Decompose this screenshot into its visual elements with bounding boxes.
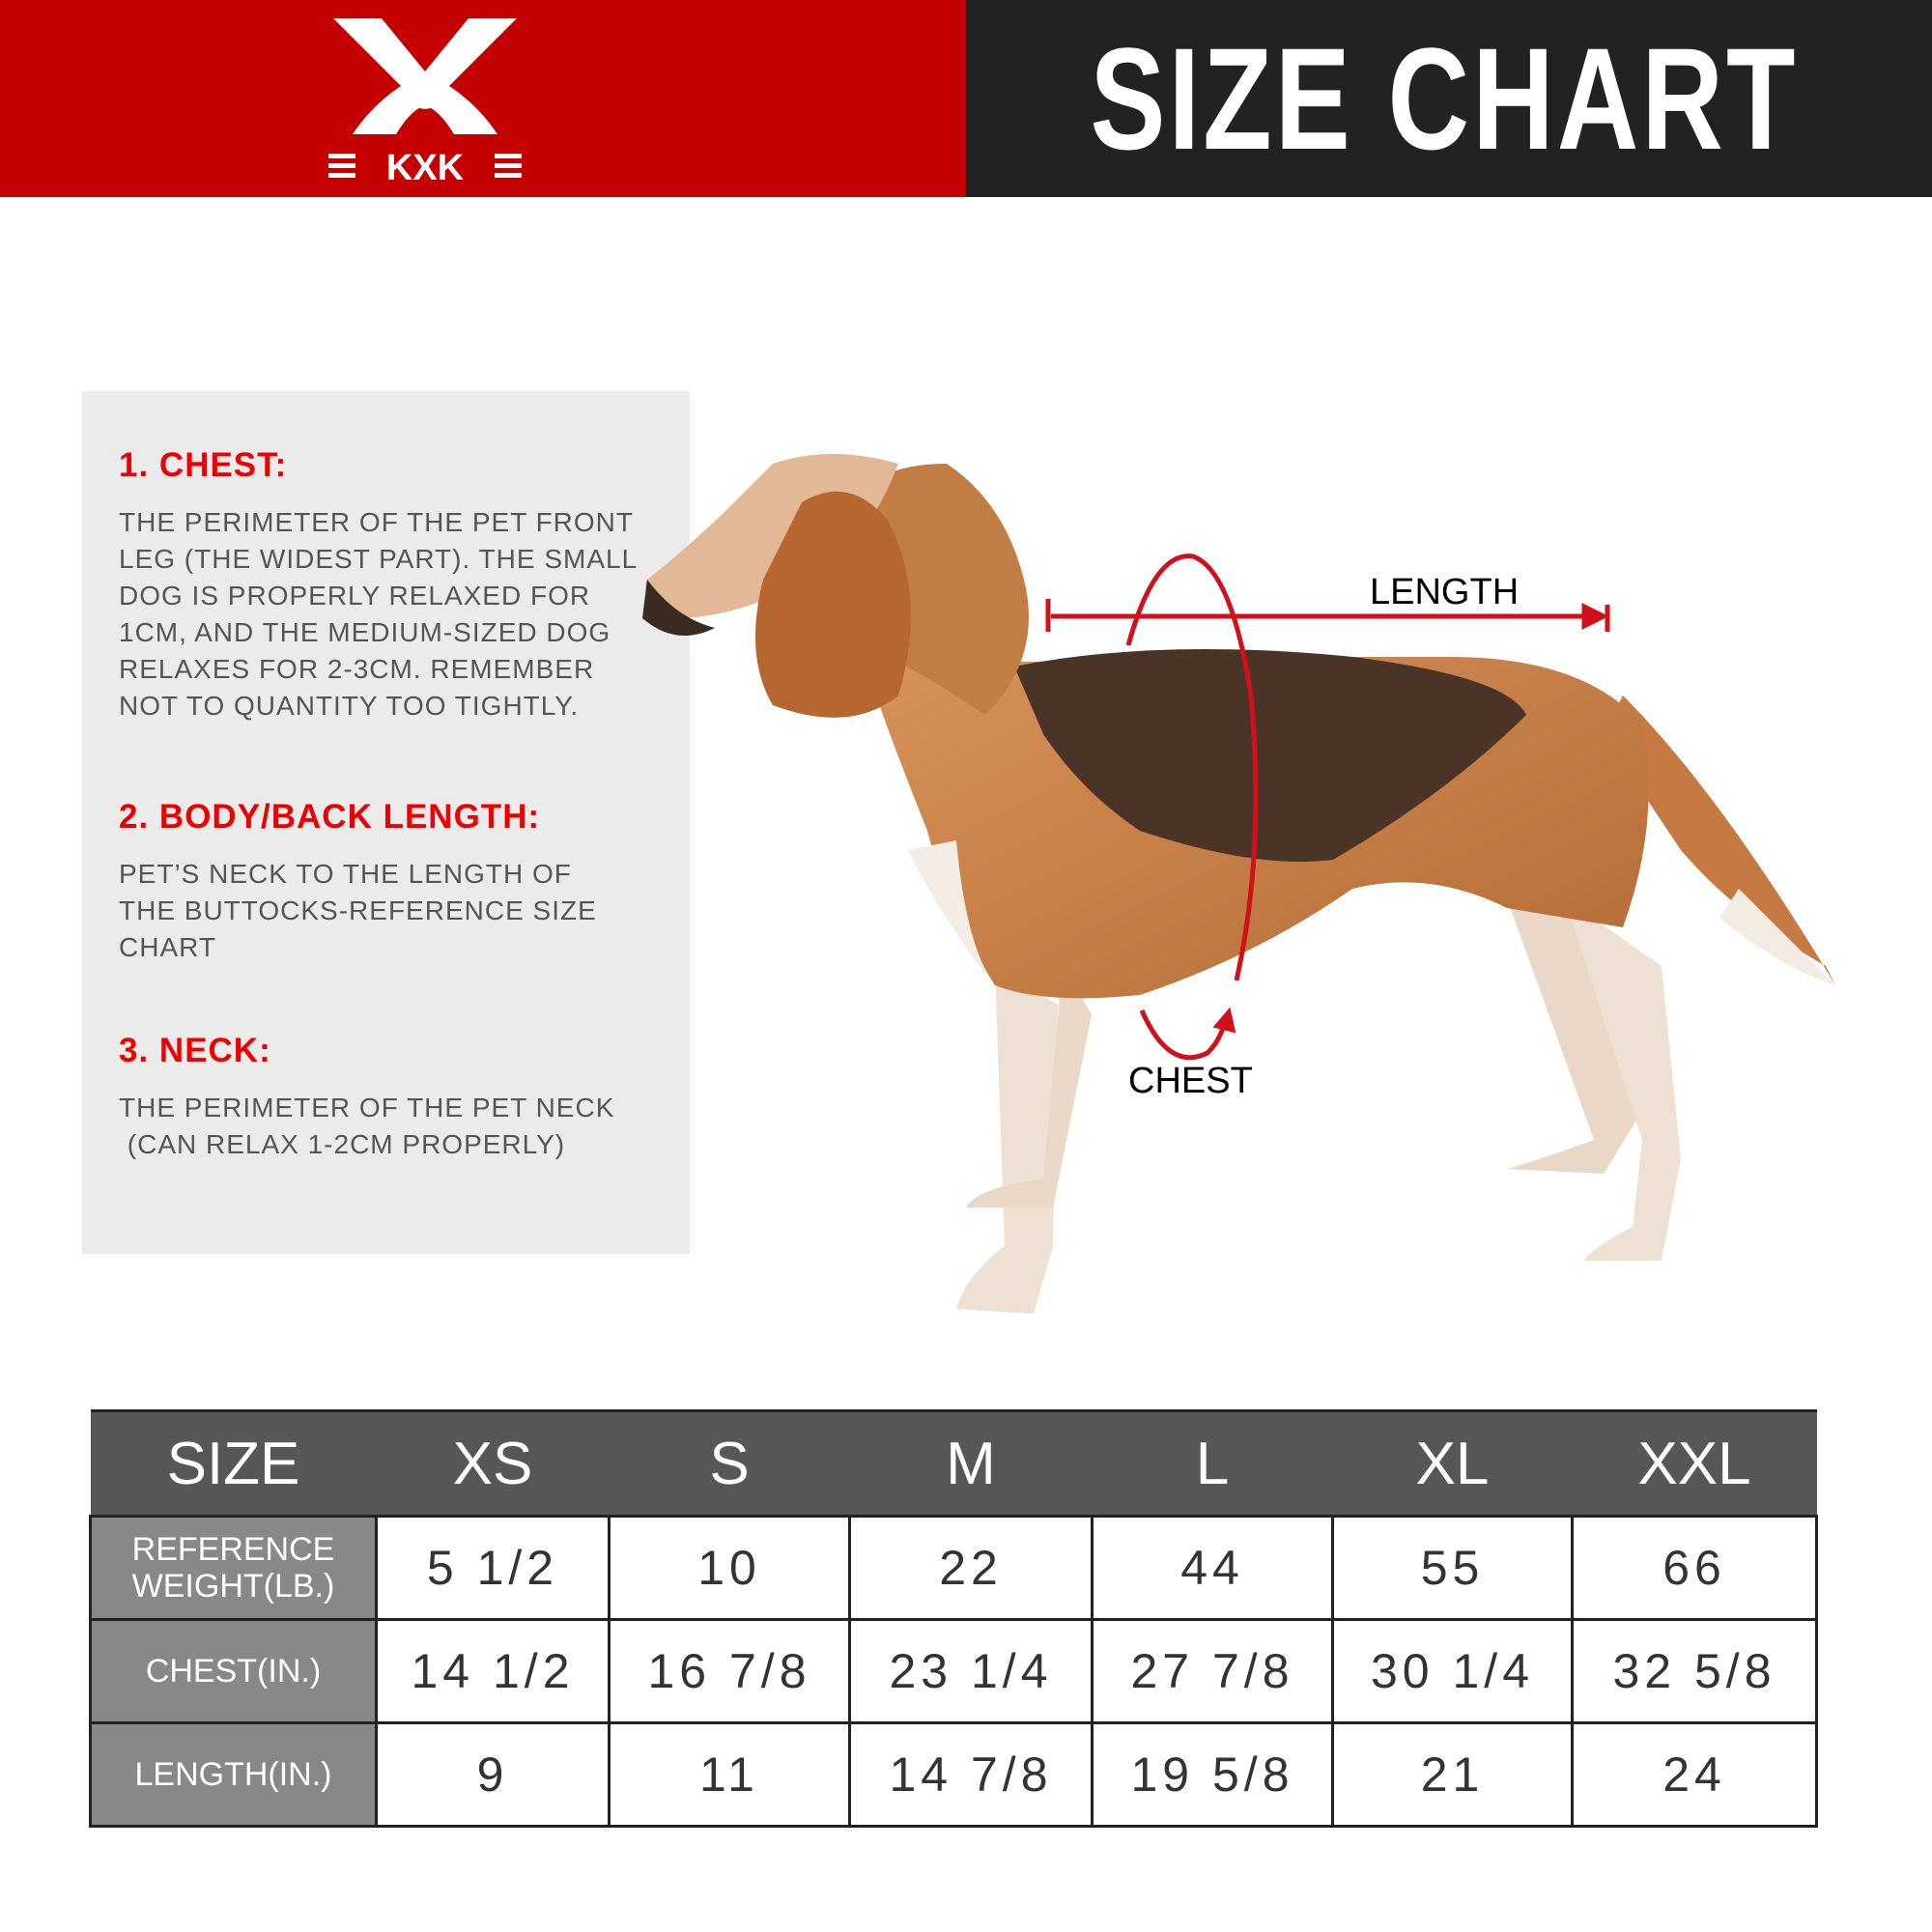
chest-label: CHEST xyxy=(1128,1061,1253,1101)
table-cell: 30 1/4 xyxy=(1331,1618,1574,1724)
page-title: SIZE CHART xyxy=(1090,17,1799,180)
kxk-logo: KXK xyxy=(328,18,522,187)
header-cell-m: M xyxy=(849,1409,1093,1518)
table-cell: 27 7/8 xyxy=(1091,1618,1334,1724)
header-cell-xxl: XXL xyxy=(1572,1409,1817,1518)
table-cell: 66 xyxy=(1571,1515,1818,1621)
length-arrow xyxy=(1045,599,1610,632)
svg-text:KXK: KXK xyxy=(386,148,465,187)
length-label: LENGTH xyxy=(1370,572,1520,612)
table-cell: 16 7/8 xyxy=(608,1618,851,1724)
table-cell: 14 7/8 xyxy=(848,1721,1094,1828)
length-heading: 2. BODY/BACK LENGTH: xyxy=(119,798,541,836)
table-cell: 44 xyxy=(1091,1515,1334,1621)
neck-heading: 3. NECK: xyxy=(119,1032,271,1069)
table-cell: 55 xyxy=(1331,1515,1574,1621)
table-cell: 22 xyxy=(848,1515,1094,1621)
table-cell: 21 xyxy=(1331,1721,1574,1828)
header-title-band xyxy=(966,0,1932,197)
row-label: REFERENCE WEIGHT(LB.) xyxy=(89,1515,378,1621)
table-header-row: SIZE XS S M L XL XXL xyxy=(90,1409,1817,1518)
row-label: CHEST(IN.) xyxy=(89,1618,378,1724)
table-cell: 9 xyxy=(375,1721,611,1828)
table-row: CHEST(IN.) 14 1/2 16 7/8 23 1/4 27 7/8 3… xyxy=(89,1618,1818,1724)
header-cell-l: L xyxy=(1092,1409,1333,1518)
header-cell-xs: XS xyxy=(376,1409,610,1518)
chest-description: THE PERIMETER OF THE PET FRONT LEG (THE W… xyxy=(119,507,639,721)
header-cell-xl: XL xyxy=(1332,1409,1573,1518)
table-cell: 10 xyxy=(608,1515,851,1621)
table-cell: 14 1/2 xyxy=(375,1618,611,1724)
table-cell: 24 xyxy=(1571,1721,1818,1828)
length-description: PET’S NECK TO THE LENGTH OF THE BUTTOCKS-… xyxy=(119,859,597,962)
table-cell: 19 5/8 xyxy=(1091,1721,1334,1828)
table-row: REFERENCE WEIGHT(LB.) 5 1/2 10 22 44 55 … xyxy=(89,1515,1818,1621)
header-cell-size: SIZE xyxy=(90,1409,377,1518)
size-chart-table: SIZE XS S M L XL XXL REFERENCE WEIGHT(LB… xyxy=(89,1409,1818,1828)
table-cell: 23 1/4 xyxy=(848,1618,1094,1724)
row-label: LENGTH(IN.) xyxy=(89,1721,378,1828)
measurement-guide-panel xyxy=(82,391,690,1254)
header-cell-s: S xyxy=(609,1409,850,1518)
table-cell: 11 xyxy=(608,1721,851,1828)
table-cell: 5 1/2 xyxy=(375,1515,611,1621)
table-row: LENGTH(IN.) 9 11 14 7/8 19 5/8 21 24 xyxy=(89,1721,1818,1828)
neck-description: THE PERIMETER OF THE PET NECK (CAN RELAX… xyxy=(119,1093,615,1159)
chest-arrow xyxy=(1125,554,1259,1061)
chest-heading: 1. CHEST: xyxy=(119,446,288,484)
table-cell: 32 5/8 xyxy=(1571,1618,1818,1724)
beagle-illustration xyxy=(642,454,1835,1314)
